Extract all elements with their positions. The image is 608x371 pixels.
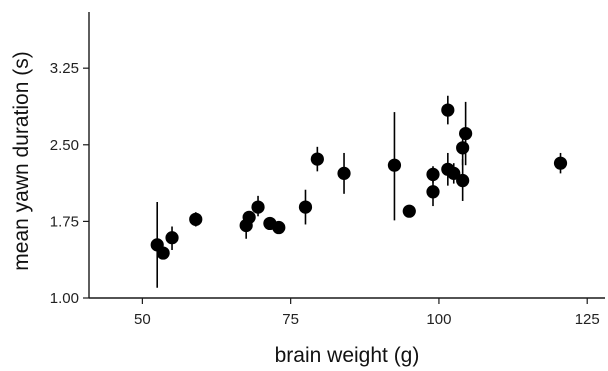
data-point xyxy=(402,204,416,218)
ticks: 50 75 100 125 1.00 1.75 2.50 3.25 xyxy=(50,60,600,328)
data-points xyxy=(150,103,568,260)
data-point xyxy=(447,166,461,180)
data-point xyxy=(441,103,455,117)
data-point xyxy=(459,126,473,141)
data-point xyxy=(426,167,440,182)
data-point xyxy=(387,158,402,172)
data-point xyxy=(337,166,351,180)
data-point xyxy=(156,246,170,260)
data-point xyxy=(165,231,179,245)
data-point xyxy=(251,200,265,214)
x-tick-label: 125 xyxy=(575,311,600,328)
data-point xyxy=(310,152,324,166)
x-tick-label: 75 xyxy=(282,311,299,328)
data-point xyxy=(456,141,470,155)
y-tick-label: 1.00 xyxy=(50,290,79,307)
x-axis-title: brain weight (g) xyxy=(275,344,420,367)
x-tick-label: 50 xyxy=(134,311,151,328)
data-point xyxy=(189,212,203,226)
data-point xyxy=(298,200,313,214)
data-point xyxy=(456,173,470,188)
data-point xyxy=(242,210,256,224)
y-tick-label: 1.75 xyxy=(50,213,79,230)
data-point xyxy=(426,185,440,199)
data-point xyxy=(272,220,286,235)
y-axis-title: mean yawn duration (s) xyxy=(10,51,33,270)
y-tick-label: 3.25 xyxy=(50,60,79,77)
axes xyxy=(88,12,605,299)
y-tick-label: 2.50 xyxy=(50,137,79,154)
data-point xyxy=(553,156,568,170)
x-tick-label: 100 xyxy=(426,311,451,328)
error-bars xyxy=(156,95,562,288)
